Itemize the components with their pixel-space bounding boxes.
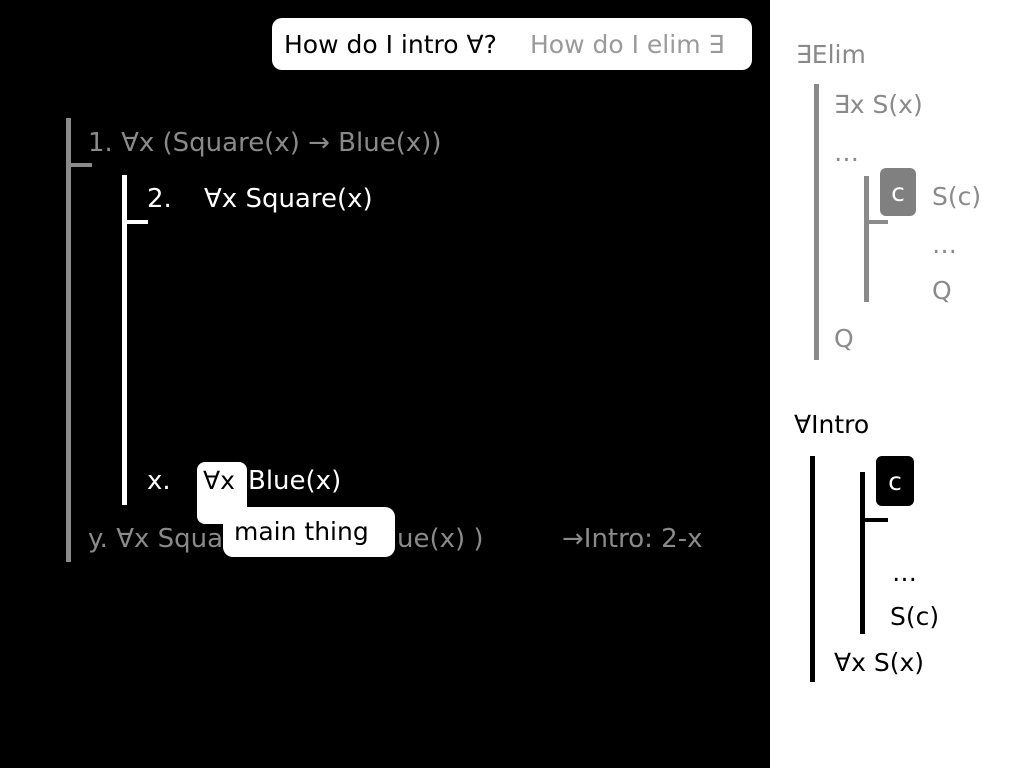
proof-line-y-left[interactable]: y. ∀x Squa (88, 524, 224, 554)
subproof-fitch-bar (122, 220, 148, 224)
main-thing-tooltip: main thing (223, 507, 395, 557)
elim-dots-1: … (834, 138, 859, 167)
elim-scope-bar (814, 84, 819, 360)
intro-scope-bar (810, 456, 815, 682)
elim-assumption: S(c) (932, 182, 982, 211)
intro-subproof-fitch-bar (860, 518, 888, 522)
proof-canvas: How do I intro ∀? How do I elim ∃ 1. ∀x … (66, 18, 752, 562)
intro-rule-title[interactable]: ∀Intro (794, 410, 870, 439)
proof-line-1[interactable]: 1. ∀x (Square(x) → Blue(x)) (88, 128, 442, 158)
elim-constant-chip: c (880, 168, 916, 216)
proof-line-x-formula[interactable]: Blue(x) (248, 466, 342, 496)
intro-dots: … (892, 558, 917, 587)
elim-inner-conclusion: Q (932, 276, 952, 305)
proof-line-y-right[interactable]: ue(x) ) (397, 524, 484, 554)
intro-constant-label: c (888, 466, 902, 496)
quantifier-highlight[interactable]: ∀x (197, 462, 247, 524)
elim-constant-label: c (891, 177, 905, 207)
question-elim-exists[interactable]: How do I elim ∃ (530, 30, 725, 59)
elim-premise: ∃x S(x) (834, 90, 923, 119)
elim-subproof-bar (864, 176, 869, 302)
intro-subproof-bar (860, 472, 865, 634)
elim-subproof-fitch-bar (864, 220, 888, 224)
question-intro-forall[interactable]: How do I intro ∀? (284, 30, 497, 59)
rules-panel: ∃Elim ∃x S(x) … c S(c) … Q Q ∀Intro c … … (770, 0, 1024, 768)
proof-line-2-number: 2. (147, 184, 172, 214)
question-bar: How do I intro ∀? How do I elim ∃ (272, 18, 752, 70)
intro-conclusion: ∀x S(x) (834, 648, 925, 677)
justification-label[interactable]: →Intro: 2-x (562, 524, 703, 554)
intro-sub-conclusion: S(c) (890, 602, 940, 631)
tooltip-label: main thing (234, 517, 369, 546)
intro-constant-chip: c (876, 456, 914, 506)
quantifier-text: ∀x (203, 466, 235, 495)
proof-line-x-number: x. (147, 466, 171, 496)
outer-scope-bar (66, 118, 71, 562)
elim-dots-2: … (932, 230, 957, 259)
proof-line-2-formula[interactable]: ∀x Square(x) (204, 184, 373, 214)
outer-fitch-bar (66, 163, 92, 167)
elim-conclusion: Q (834, 324, 854, 353)
elim-rule-title[interactable]: ∃Elim (796, 40, 866, 69)
subproof-scope-bar (122, 175, 127, 505)
